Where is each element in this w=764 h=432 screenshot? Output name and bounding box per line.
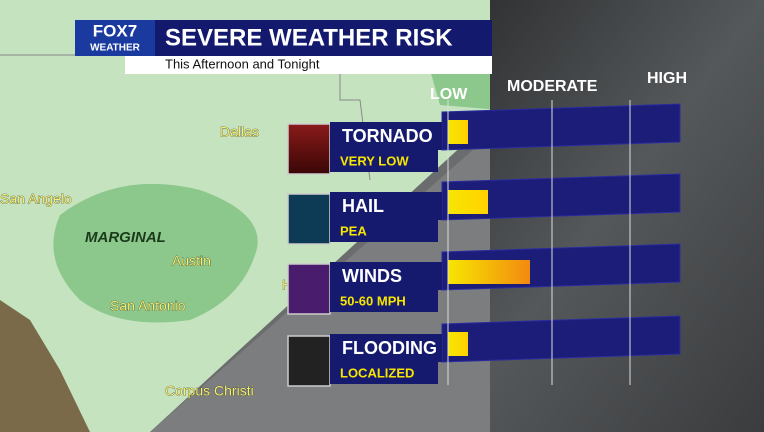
city-label: Corpus Christi xyxy=(165,383,254,399)
risk-level: PEA xyxy=(340,223,367,238)
risk-level: VERY LOW xyxy=(340,153,409,168)
region-label: MARGINAL xyxy=(85,229,166,246)
title: SEVERE WEATHER RISK xyxy=(165,24,453,51)
logo-box xyxy=(75,20,155,56)
risk-level: 50-60 MPH xyxy=(340,293,406,308)
subtitle: This Afternoon and Tonight xyxy=(165,56,320,71)
risk-name: HAIL xyxy=(342,196,384,216)
meter-bar xyxy=(441,315,681,363)
risk-meter: TORNADO VERY LOW HAIL PEA WINDS 50-60 MPH FLOO… xyxy=(287,70,687,387)
icon-box xyxy=(287,123,331,175)
level-bar xyxy=(330,150,438,172)
icon-box xyxy=(287,335,331,387)
level-bar xyxy=(330,362,438,384)
subtitle-bar xyxy=(125,56,492,74)
risk-bar xyxy=(448,120,468,144)
city-label: San Angelo xyxy=(0,191,72,207)
logo-sub: WEATHER xyxy=(90,43,141,54)
icon-box xyxy=(287,193,331,245)
level-bar xyxy=(330,290,438,312)
risk-bar xyxy=(448,332,468,356)
scale-label: LOW xyxy=(430,86,468,103)
city-label: San Antonio xyxy=(110,298,186,314)
marginal-region xyxy=(53,183,258,323)
label-bar xyxy=(330,262,442,290)
risk-bar xyxy=(448,260,530,284)
label-bar xyxy=(330,334,442,362)
label-bar xyxy=(330,122,442,150)
risk-level: LOCALIZED xyxy=(340,365,414,380)
terrain xyxy=(0,300,90,432)
risk-bar xyxy=(448,190,488,214)
city-label: Austin xyxy=(172,253,211,269)
level-bar xyxy=(330,220,438,242)
risk-name: WINDS xyxy=(342,266,402,286)
icon-box xyxy=(287,263,331,315)
risk-name: TORNADO xyxy=(342,126,433,146)
city-label: Dallas xyxy=(220,124,259,140)
scale-label: HIGH xyxy=(647,70,687,87)
logo-brand: FOX7 xyxy=(93,21,137,40)
meter-bar xyxy=(441,103,681,151)
scale-label: MODERATE xyxy=(507,78,598,95)
label-bar xyxy=(330,192,442,220)
risk-name: FLOODING xyxy=(342,338,437,358)
title-bar xyxy=(155,20,492,56)
